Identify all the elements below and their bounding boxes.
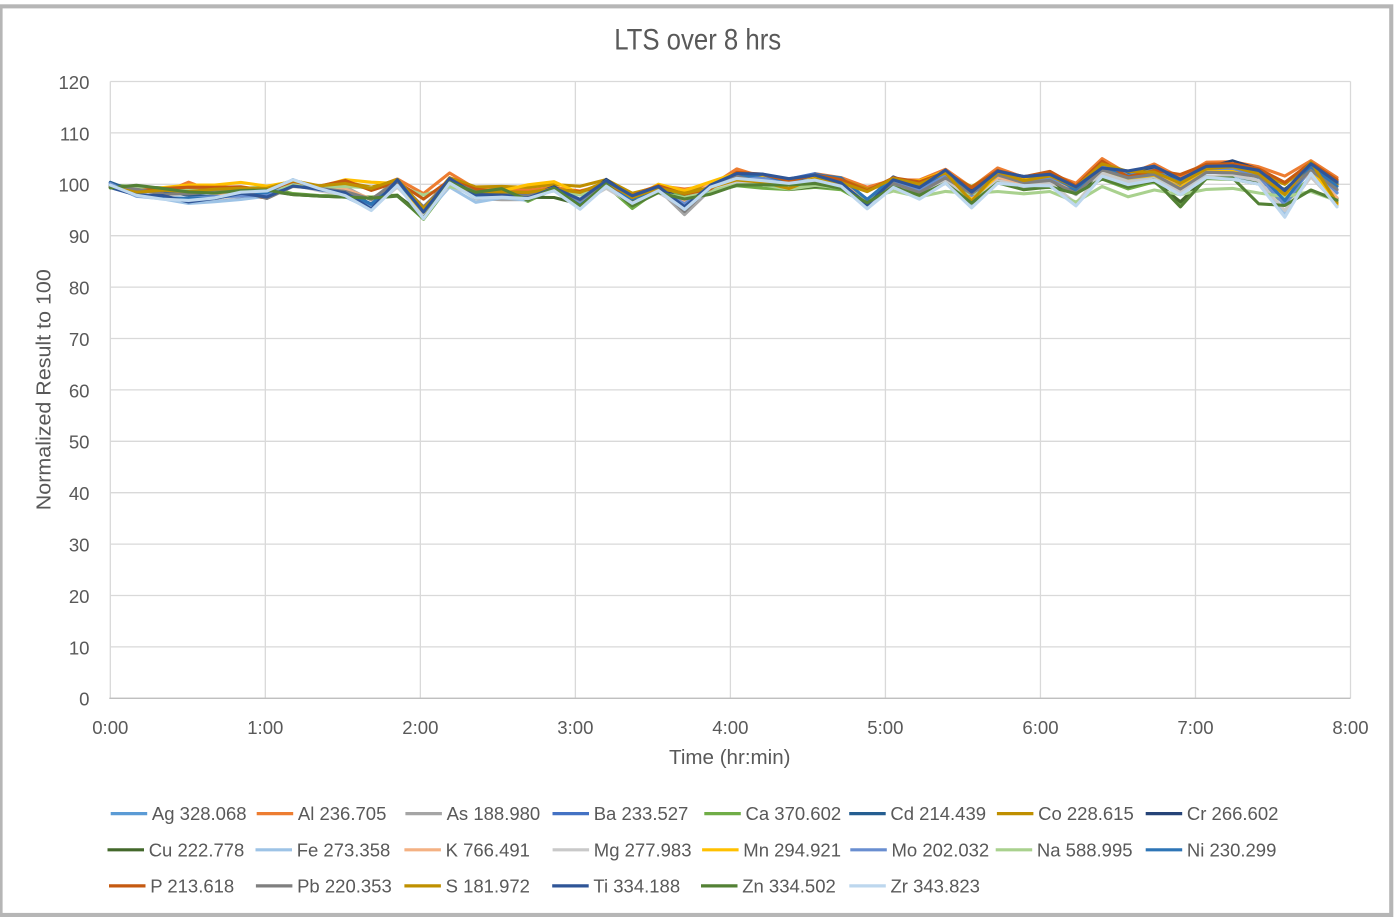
svg-text:Pb 220.353: Pb 220.353 [297,876,392,897]
svg-text:Ni 230.299: Ni 230.299 [1187,839,1276,860]
svg-text:Cr 266.602: Cr 266.602 [1187,803,1279,824]
svg-text:S 181.972: S 181.972 [446,876,530,897]
svg-text:100: 100 [58,175,89,196]
svg-text:Ti 334.188: Ti 334.188 [593,876,680,897]
svg-text:3:00: 3:00 [557,717,593,738]
svg-text:10: 10 [69,637,90,658]
svg-text:110: 110 [60,123,90,144]
svg-text:60: 60 [69,380,90,401]
svg-text:P 213.618: P 213.618 [150,876,234,897]
svg-text:4:00: 4:00 [712,717,748,738]
svg-text:40: 40 [69,483,90,504]
svg-text:8:00: 8:00 [1332,717,1368,738]
svg-text:Cu 222.778: Cu 222.778 [149,839,245,860]
svg-text:Ba 233.527: Ba 233.527 [594,803,689,824]
svg-text:Mo 202.032: Mo 202.032 [892,839,990,860]
svg-text:Ag 328.068: Ag 328.068 [152,803,247,824]
svg-text:Ca 370.602: Ca 370.602 [746,803,842,824]
svg-text:Time (hr:min): Time (hr:min) [669,746,791,769]
svg-text:7:00: 7:00 [1177,717,1213,738]
svg-text:Co 228.615: Co 228.615 [1038,803,1134,824]
svg-text:LTS over 8 hrs: LTS over 8 hrs [614,23,781,56]
svg-text:20: 20 [69,586,90,607]
svg-text:K 766.491: K 766.491 [446,839,530,860]
svg-text:6:00: 6:00 [1022,717,1058,738]
svg-text:90: 90 [69,226,90,247]
svg-text:0:00: 0:00 [92,717,128,738]
svg-text:Mg 277.983: Mg 277.983 [594,839,692,860]
svg-text:Fe 273.358: Fe 273.358 [297,839,391,860]
svg-text:Normalized Result to 100: Normalized Result to 100 [33,269,56,510]
svg-text:As 188.980: As 188.980 [447,803,541,824]
svg-text:Mn 294.921: Mn 294.921 [743,839,841,860]
svg-text:Cd 214.439: Cd 214.439 [890,803,986,824]
svg-text:Zr 343.823: Zr 343.823 [891,876,980,897]
svg-text:120: 120 [58,72,89,93]
svg-text:1:00: 1:00 [247,717,283,738]
svg-text:50: 50 [69,432,90,453]
svg-text:80: 80 [69,278,90,299]
svg-text:30: 30 [69,535,90,556]
svg-text:Zn 334.502: Zn 334.502 [742,876,836,897]
svg-text:5:00: 5:00 [867,717,903,738]
svg-text:0: 0 [79,689,89,710]
svg-text:70: 70 [69,329,90,350]
svg-text:Al 236.705: Al 236.705 [298,803,386,824]
svg-text:Na 588.995: Na 588.995 [1037,839,1133,860]
svg-text:2:00: 2:00 [402,717,438,738]
